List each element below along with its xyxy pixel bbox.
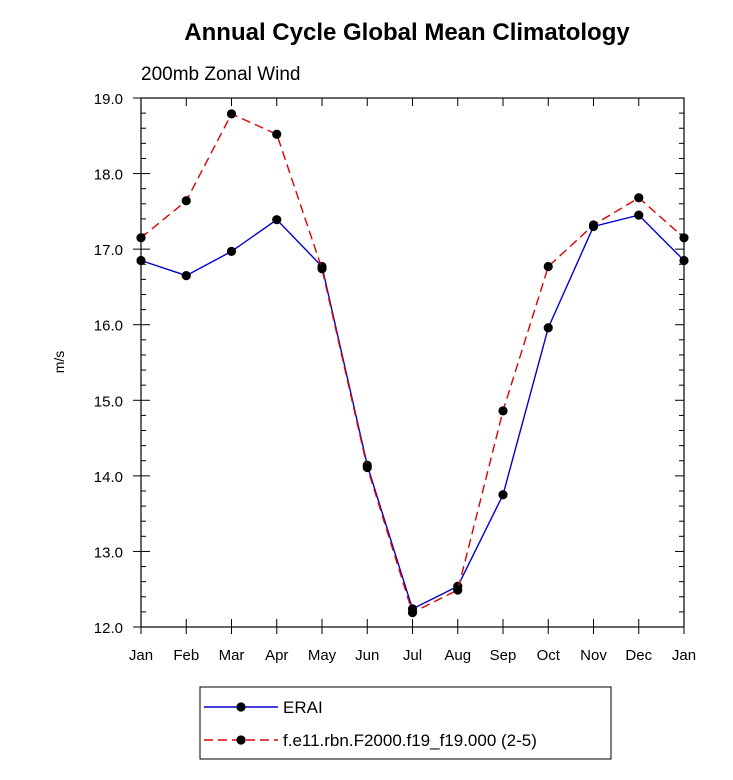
plot-frame	[140, 97, 685, 628]
data-point-s2	[588, 220, 599, 230]
y-tick-label: 18.0	[94, 167, 123, 184]
y-tick-label: 13.0	[94, 544, 123, 561]
data-point-s2	[181, 196, 191, 206]
data-point-s2	[679, 233, 689, 243]
data-point-s1	[498, 490, 508, 500]
chart-subtitle: 200mb Zonal Wind	[141, 64, 300, 85]
x-tick-label: Jun	[355, 647, 379, 664]
y-tick-label: 14.0	[94, 469, 123, 486]
series-line-2	[140, 112, 685, 614]
chart-title: Annual Cycle Global Mean Climatology	[184, 19, 630, 46]
data-point-s2	[362, 462, 372, 473]
data-point-s1	[272, 215, 282, 225]
legend-label-2: f.e11.rbn.F2000.f19_f19.000 (2-5)	[283, 731, 537, 750]
y-tick-label: 17.0	[94, 242, 123, 259]
data-point-s1	[181, 270, 191, 281]
data-point-s2	[453, 585, 463, 595]
x-tick-label: Oct	[537, 647, 561, 664]
data-point-s2	[498, 406, 508, 416]
x-tick-labels: Jan Feb Mar Apr May Jun Jul Aug Sep Oct Nov Dec Jan	[129, 647, 696, 664]
data-point-s2	[407, 608, 418, 618]
x-tick-label: Jul	[403, 647, 422, 664]
y-tick-labels: 12.0 13.0 14.0 15.0 16.0 17.0 18.0 19.0	[94, 91, 123, 637]
data-point-s2	[634, 193, 644, 203]
series-group	[136, 109, 689, 618]
x-tick-label: Feb	[173, 647, 199, 664]
x-tick-label: Nov	[580, 647, 607, 664]
data-point-s1	[136, 255, 146, 266]
data-point-s2	[543, 261, 553, 272]
data-point-s2	[136, 233, 146, 243]
legend-marker-2	[236, 735, 246, 745]
data-point-s1	[543, 323, 553, 333]
x-tick-label: Dec	[625, 647, 652, 664]
data-point-s1	[634, 210, 644, 220]
legend-box	[199, 686, 612, 760]
data-point-s2	[272, 129, 282, 139]
data-point-s2	[317, 264, 327, 274]
x-tick-label: Sep	[490, 647, 517, 664]
y-tick-label: 12.0	[94, 620, 123, 637]
x-tick-label: Apr	[265, 647, 288, 664]
x-tick-label: Jan	[672, 647, 696, 664]
series-line-1	[140, 214, 685, 610]
x-tick-label: Aug	[444, 647, 471, 664]
legend: ERAI f.e11.rbn.F2000.f19_f19.000 (2-5)	[204, 698, 537, 750]
legend-marker-1	[236, 702, 246, 712]
data-point-s1	[226, 246, 237, 257]
data-point-s2	[226, 109, 237, 119]
y-tick-label: 16.0	[94, 318, 123, 335]
x-tick-label: May	[308, 647, 337, 664]
y-axis-label: m/s	[51, 351, 67, 374]
x-tick-label: Jan	[129, 647, 153, 664]
y-tick-label: 19.0	[94, 91, 123, 108]
data-point-s1	[679, 255, 689, 266]
x-tick-label: Mar	[219, 647, 245, 664]
y-tick-label: 15.0	[94, 393, 123, 410]
axis-ticks	[133, 97, 685, 634]
legend-label-1: ERAI	[283, 698, 323, 717]
